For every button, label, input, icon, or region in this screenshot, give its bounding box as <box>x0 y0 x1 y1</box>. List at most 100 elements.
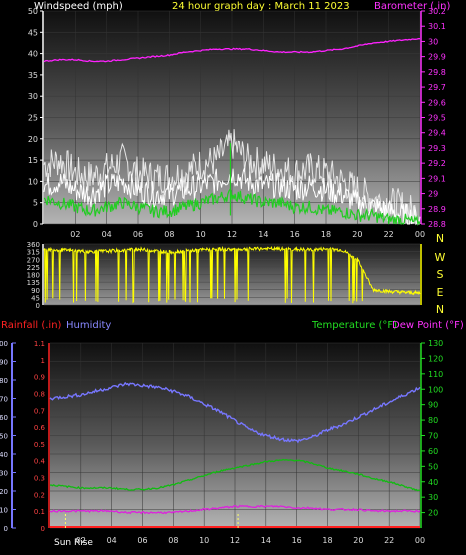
humidity-x-tick-label: 08 <box>168 536 178 545</box>
direction-tick-label: 90 <box>31 287 40 295</box>
humidity-series-line <box>49 381 421 444</box>
wind-y-tick-label: 25 <box>28 114 38 123</box>
wind-x-tick-label: 04 <box>102 230 112 239</box>
dewpoint-axis-title: Dew Point (°F) <box>392 320 464 331</box>
humidity-x-tick-label: 22 <box>384 536 394 545</box>
rainfall-tick-label: 0.6 <box>34 424 46 432</box>
graph-title: 24 hour graph day : March 11 2023 <box>172 1 350 12</box>
temperature-tick-label: 70 <box>428 432 438 441</box>
wind-x-tick-label: 22 <box>384 230 394 239</box>
humidity-x-tick-label: 18 <box>322 536 332 545</box>
wind-y-tick-label: 10 <box>28 177 38 186</box>
temperature-tick-label: 30 <box>428 493 438 502</box>
barometer-tick-label: 30 <box>428 37 438 46</box>
temperature-series-line <box>49 458 421 492</box>
rainfall-tick-label: 1 <box>41 357 45 365</box>
wind-x-tick-label: 06 <box>133 230 143 239</box>
wind-y-tick-label: 0 <box>33 220 38 229</box>
gust-series-line <box>43 129 421 226</box>
barometer-tick-label: 28.9 <box>428 205 446 214</box>
compass-label: E <box>437 286 444 299</box>
humidity-x-tick-label: 12 <box>230 536 240 545</box>
temperature-tick-label: 100 <box>428 385 443 394</box>
wind-x-tick-label: 02 <box>70 230 80 239</box>
wind-x-tick-label: 16 <box>290 230 300 239</box>
temperature-tick-label: 20 <box>428 509 438 518</box>
barometer-tick-label: 29 <box>428 190 438 199</box>
rainfall-tick-label: 1.1 <box>34 340 45 348</box>
humidity-x-tick-label: 04 <box>107 536 117 545</box>
humidity-tick-label: 100 <box>0 340 8 348</box>
rainfall-tick-label: 0.5 <box>34 441 45 449</box>
barometer-tick-label: 29.4 <box>428 129 446 138</box>
rainfall-tick-label: 0.7 <box>34 407 45 415</box>
wind-y-tick-label: 30 <box>28 92 38 101</box>
wind-x-tick-label: 08 <box>164 230 174 239</box>
humidity-x-tick-label: 14 <box>261 536 271 545</box>
humidity-x-tick-label: 02 <box>76 536 86 545</box>
barometer-tick-label: 29.2 <box>428 159 446 168</box>
direction-tick-label: 45 <box>31 294 40 302</box>
dewpoint-series-line <box>49 504 421 515</box>
barometer-tick-label: 29.6 <box>428 98 446 107</box>
barometer-series-line <box>43 38 420 63</box>
humidity-x-tick-label: 00 <box>415 536 425 545</box>
compass-label: S <box>437 268 444 281</box>
wind-x-tick-label: 10 <box>196 230 206 239</box>
compass-label: W <box>435 251 446 264</box>
barometer-axis-title: Barometer (.in) <box>374 1 451 12</box>
humidity-tick-label: 30 <box>0 470 8 478</box>
temperature-tick-label: 50 <box>428 462 438 471</box>
temperature-tick-label: 110 <box>428 370 443 379</box>
humidity-x-tick-label: 10 <box>199 536 209 545</box>
barometer-tick-label: 29.9 <box>428 53 446 62</box>
humidity-axis-title: Humidity <box>66 320 112 331</box>
wind-x-tick-label: 12 <box>227 230 237 239</box>
direction-tick-label: 135 <box>27 279 40 287</box>
direction-tick-label: 315 <box>27 249 40 257</box>
humidity-tick-label: 80 <box>0 377 8 385</box>
compass-label: N <box>436 303 444 316</box>
windspeed-axis-title: Windspeed (mph) <box>34 1 123 12</box>
wind-y-tick-label: 50 <box>28 7 38 16</box>
wind-x-tick-label: 18 <box>321 230 331 239</box>
rainfall-tick-label: 0.4 <box>34 458 46 466</box>
temperature-axis-title: Temperature (°F) <box>312 320 398 331</box>
temperature-tick-label: 90 <box>428 401 438 410</box>
wind-y-tick-label: 40 <box>28 50 38 59</box>
temperature-tick-label: 60 <box>428 447 438 456</box>
humidity-tick-label: 90 <box>0 359 8 367</box>
wind-x-tick-label: 20 <box>352 230 362 239</box>
direction-tick-label: 270 <box>27 256 40 264</box>
temperature-tick-label: 120 <box>428 354 443 363</box>
temperature-tick-label: 80 <box>428 416 438 425</box>
barometer-tick-label: 30.2 <box>428 7 446 16</box>
wind-x-tick-label: 14 <box>258 230 268 239</box>
barometer-tick-label: 29.7 <box>428 83 446 92</box>
barometer-tick-label: 29.5 <box>428 114 446 123</box>
barometer-tick-label: 29.3 <box>428 144 446 153</box>
humidity-x-tick-label: 16 <box>292 536 302 545</box>
rainfall-tick-label: 0.1 <box>34 508 45 516</box>
rainfall-tick-label: 0.9 <box>34 374 45 382</box>
wind-y-tick-label: 20 <box>28 135 38 144</box>
wind-y-tick-label: 5 <box>33 199 38 208</box>
humidity-tick-label: 60 <box>0 414 8 422</box>
direction-series-line <box>43 245 421 304</box>
temperature-tick-label: 130 <box>428 339 443 348</box>
rainfall-axis-title: Rainfall (.in) <box>1 320 62 331</box>
humidity-tick-label: 0 <box>4 525 8 533</box>
direction-tick-label: 360 <box>27 241 40 249</box>
direction-tick-label: 225 <box>27 264 40 272</box>
wind-y-tick-label: 15 <box>28 156 38 165</box>
barometer-tick-label: 30.1 <box>428 22 446 31</box>
rainfall-tick-label: 0.8 <box>34 390 45 398</box>
barometer-tick-label: 29.1 <box>428 174 446 183</box>
compass-label: N <box>436 232 444 245</box>
average-wind-series-line <box>43 188 421 226</box>
wind-x-tick-label: 00 <box>415 230 425 239</box>
rainfall-tick-label: 0.2 <box>34 491 45 499</box>
humidity-tick-label: 40 <box>0 451 8 459</box>
wind-y-tick-label: 45 <box>28 28 38 37</box>
